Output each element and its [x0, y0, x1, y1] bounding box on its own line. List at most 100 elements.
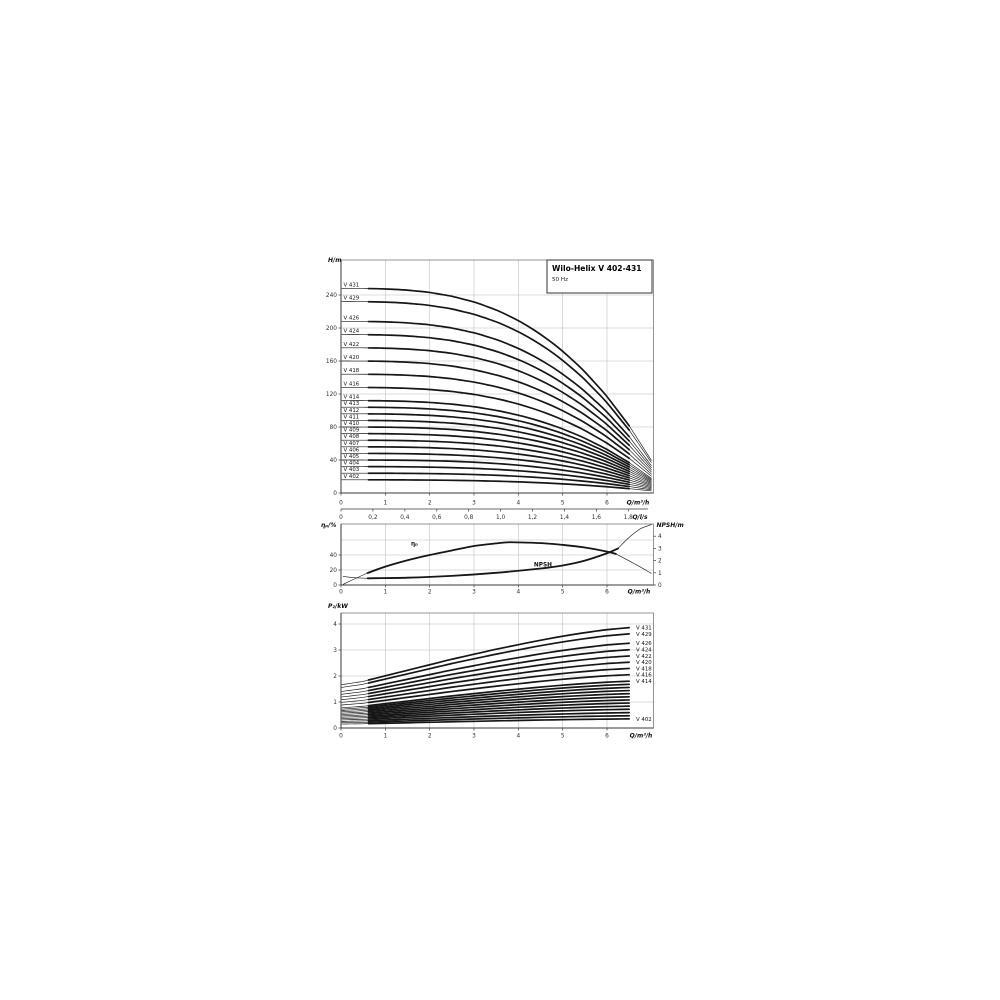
tick-label: 160 [326, 359, 337, 365]
head-curve-tail-V-406 [628, 479, 652, 487]
tick-label: 0 [658, 583, 662, 589]
ηₚ-curve-tail [615, 553, 652, 574]
axis-label-head: H/m [328, 257, 341, 264]
head-curve-tail-V-410 [628, 470, 652, 483]
tick-label: 3 [333, 648, 337, 654]
head-curve-V-406 [367, 452, 631, 481]
power-curve-lead-V-406 [341, 717, 371, 719]
diagram-frequency: 50 Hz [552, 277, 568, 283]
power-curve-V-422 [367, 655, 631, 695]
tick-label: 200 [326, 326, 337, 332]
head-curve-V-408 [367, 439, 631, 477]
head-curve-V-403 [367, 472, 631, 488]
power-curve-V-403 [367, 714, 631, 724]
power-curve-V-402 [367, 718, 631, 725]
head-curve-V-424 [367, 333, 631, 442]
tick-label: 1,6 [592, 515, 602, 521]
curve-label-head: V 405 [344, 454, 360, 460]
power-curve-lead-V-431 [341, 679, 371, 686]
tick-label: 80 [330, 425, 338, 431]
power-curve-V-409 [367, 695, 631, 714]
diagram-title: Wilo-Helix V 402-431 [552, 264, 642, 273]
tick-label: 0,2 [368, 515, 378, 521]
power-curve-lead-V-408 [341, 714, 371, 717]
NPSH-curve-lead [342, 576, 368, 579]
curve-label-head: V 408 [344, 434, 360, 440]
head-curve-V-410 [367, 426, 631, 473]
curve-label-head: V 409 [344, 428, 360, 434]
head-curve-tail-V-422 [628, 444, 652, 471]
curve-label-head: V 420 [344, 355, 360, 361]
head-curve-V-426 [367, 320, 631, 438]
head-curve-V-429 [367, 300, 631, 431]
head-curve-V-409 [367, 432, 631, 475]
tick-label: 0 [339, 734, 343, 740]
tick-label: 240 [326, 293, 337, 299]
curve-label-head: V 403 [344, 467, 360, 473]
tick-label: 2 [658, 559, 662, 565]
head-curve-V-416 [367, 386, 631, 460]
tick-label: 40 [330, 553, 338, 559]
efficiency-chart-frame [340, 523, 654, 586]
tick-label: 0,8 [464, 515, 474, 521]
curve-label-head: V 407 [344, 441, 360, 447]
tick-label: 0 [333, 583, 337, 589]
head-curve-tail-V-407 [628, 477, 652, 486]
tick-label: 4 [516, 734, 520, 740]
tick-label: 2 [428, 501, 432, 507]
head-curve-tail-V-402 [628, 488, 652, 492]
curve-label-power: V 416 [636, 673, 652, 679]
tick-label: 3 [472, 501, 476, 507]
axis-label-power: P₂/kW [328, 603, 348, 610]
curve-label-power: V 420 [636, 660, 652, 666]
power-curve-V-405 [367, 708, 631, 720]
power-curve-lead-V-418 [341, 699, 371, 703]
power-curve-lead-V-405 [341, 718, 371, 721]
tick-label: 6 [605, 501, 609, 507]
tick-label: 1 [658, 571, 662, 577]
curve-label-power: V 424 [636, 648, 652, 654]
curve-label-head: V 431 [344, 282, 360, 288]
power-curve-V-410 [367, 692, 631, 713]
head-curve-tail-V-420 [628, 449, 652, 473]
head-curve-V-414 [367, 399, 631, 464]
head-curve-tail-V-426 [628, 436, 652, 466]
tick-label: 2 [428, 590, 432, 596]
NPSH-curve-tail [617, 524, 652, 549]
tick-label: 1 [383, 501, 387, 507]
head-curve-V-407 [367, 445, 631, 479]
head-curve-V-412 [367, 413, 631, 468]
tick-label: 40 [330, 458, 338, 464]
head-curve-tail-V-404 [628, 483, 652, 490]
curve-label-head: V 418 [344, 368, 360, 374]
power-curve-V-408 [367, 699, 631, 716]
axis-label-flow-m3h: Q/m³/h [627, 500, 650, 507]
power-curve-V-406 [367, 705, 631, 719]
curve-label-ηₚ: ηₚ [411, 541, 418, 547]
power-curve-V-413 [367, 683, 631, 708]
head-curve-tail-V-414 [628, 462, 652, 479]
power-curve-lead-V-413 [341, 706, 371, 710]
curve-label-head: V 424 [344, 329, 360, 335]
tick-label: 4 [516, 590, 520, 596]
axis-label-flow-ls: Q/l/s [632, 514, 648, 521]
curve-label-NPSH: NPSH [534, 562, 552, 568]
tick-label: 1 [333, 700, 337, 706]
power-curve-V-404 [367, 711, 631, 722]
curve-label-power: V 422 [636, 654, 652, 660]
head-curve-tail-V-431 [628, 425, 652, 461]
axis-label-flow-m3h: Q/m³/h [630, 733, 653, 740]
power-curve-lead-V-424 [341, 689, 371, 695]
tick-label: 3 [472, 590, 476, 596]
tick-label: 2 [428, 734, 432, 740]
curve-label-power: V 426 [636, 641, 652, 647]
curve-label-head: V 404 [344, 461, 360, 467]
tick-label: 1,8 [624, 515, 634, 521]
head-curve-V-431 [367, 287, 631, 427]
curve-label-head: V 416 [344, 381, 360, 387]
head-curve-tail-V-409 [628, 473, 652, 484]
tick-label: 0 [333, 726, 337, 732]
head-curve-V-418 [367, 373, 631, 455]
power-curve-lead-V-416 [341, 702, 371, 706]
